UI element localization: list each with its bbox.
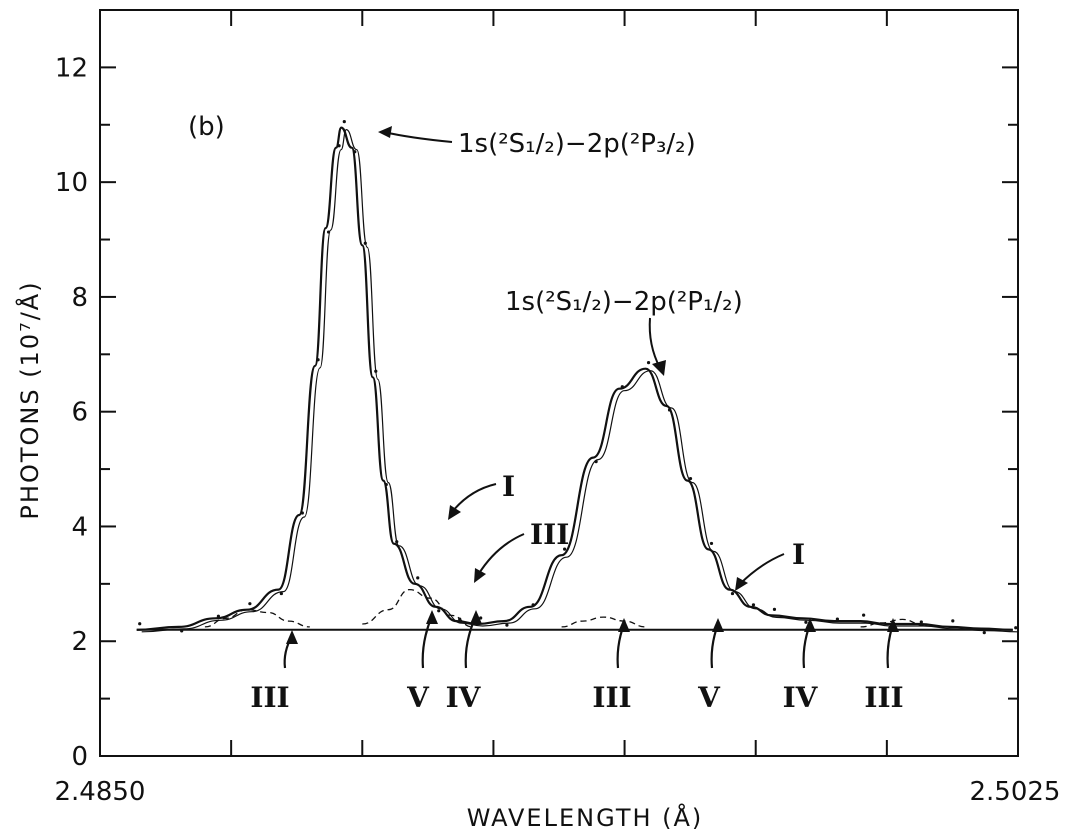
- data-dot: [216, 614, 221, 618]
- bottom-arrowhead-4: [618, 618, 630, 632]
- data-dot: [458, 617, 462, 621]
- bottom-label-1: III: [250, 681, 289, 714]
- data-dot: [620, 385, 624, 389]
- data-dot: [804, 620, 808, 624]
- annotation-peak-b: 1s(²S₁/₂)−2p(²P₁/₂): [505, 287, 743, 317]
- data-dot: [667, 408, 672, 412]
- annotation-sat-I-1: I: [502, 470, 515, 503]
- data-dot: [337, 144, 341, 148]
- arrowhead-sat-I-1: [448, 505, 461, 520]
- data-dot: [353, 150, 357, 154]
- bottom-arrowhead-7: [887, 618, 899, 632]
- bottom-labels: III V IV III V IV III: [250, 681, 903, 714]
- data-dot: [982, 631, 986, 635]
- x-tick-label-start: 2.4850: [55, 777, 146, 807]
- data-dot: [342, 120, 346, 124]
- data-dot: [138, 622, 142, 626]
- bottom-arrows: [283, 610, 899, 669]
- y-tick-label: 10: [55, 168, 88, 198]
- data-dot: [730, 591, 735, 596]
- arrow-sat-I-1: [451, 483, 497, 513]
- arrowhead-sat-I-2: [735, 577, 748, 591]
- fit-curve: [136, 126, 1013, 631]
- annotation-sat-III-1: III: [530, 518, 569, 551]
- y-tick-label: 8: [71, 283, 88, 313]
- annotation-sat-I-2: I: [792, 538, 805, 571]
- data-dot: [437, 609, 441, 613]
- data-dot: [709, 541, 714, 546]
- data-dot: [505, 623, 509, 627]
- arrow-sat-III-1: [477, 533, 525, 576]
- fit-curve-secondary: [141, 128, 1018, 633]
- data-dot: [363, 241, 367, 245]
- plot-frame: [99, 9, 1019, 757]
- data-dot: [180, 629, 184, 633]
- bottom-arrowhead-2: [426, 610, 438, 624]
- data-dots: [138, 120, 1018, 635]
- data-dot: [316, 358, 320, 362]
- bottom-label-3: IV: [446, 681, 482, 714]
- data-dot: [563, 547, 567, 551]
- panel-label: (b): [188, 112, 225, 142]
- y-axis-title: PHOTONS (10⁷/Å): [15, 280, 44, 519]
- data-dot: [862, 613, 866, 617]
- data-dot: [416, 576, 420, 580]
- arrow-sat-I-2: [739, 553, 785, 585]
- bottom-arrowhead-6: [804, 618, 816, 632]
- y-tick-label: 6: [71, 398, 88, 428]
- data-dot: [594, 460, 598, 464]
- data-dot: [374, 369, 378, 373]
- arrowhead-peak-b: [652, 360, 666, 376]
- data-dot: [531, 603, 535, 607]
- arrow-peak-a: [383, 131, 453, 143]
- data-dot: [951, 619, 955, 623]
- bottom-label-5: V: [697, 681, 721, 714]
- y-tick-label: 4: [71, 512, 88, 542]
- arrowhead-peak-a: [378, 126, 392, 138]
- satellite-curve-3: [561, 616, 646, 628]
- data-dot: [300, 511, 304, 515]
- x-tick-label-end: 2.5025: [970, 777, 1061, 807]
- bottom-arrowhead-5: [712, 618, 724, 632]
- y-tick-label: 0: [71, 742, 88, 772]
- y-tick-label: 12: [55, 53, 88, 83]
- satellite-curve-1: [204, 609, 310, 628]
- data-dot: [919, 620, 923, 624]
- data-dot: [751, 603, 756, 607]
- data-dot: [646, 361, 651, 365]
- x-axis-title: WAVELENGTH (Å): [467, 803, 704, 832]
- data-dot: [326, 230, 331, 234]
- data-dot: [479, 616, 483, 620]
- annotation-peak-a: 1s(²S₁/₂)−2p(²P₃/₂): [458, 129, 696, 159]
- data-dot: [384, 482, 388, 487]
- y-tick-label: 2: [71, 627, 88, 657]
- data-dot: [248, 602, 252, 606]
- data-dot: [279, 591, 283, 596]
- bottom-label-7: III: [864, 681, 903, 714]
- data-dot: [1014, 626, 1018, 630]
- arrowhead-sat-III-1: [474, 568, 486, 583]
- data-dot: [395, 540, 399, 544]
- data-series: [136, 126, 1018, 633]
- bottom-label-4: III: [592, 681, 631, 714]
- arrow-peak-b: [648, 317, 661, 369]
- data-dot: [772, 607, 777, 612]
- bottom-arrowhead-3: [470, 610, 482, 624]
- data-dot: [835, 617, 840, 621]
- y-axis: 0 2 4 6 8 10 12: [55, 9, 1018, 772]
- bottom-label-6: IV: [783, 681, 819, 714]
- bottom-label-2: V: [406, 681, 430, 714]
- data-dot: [688, 476, 693, 481]
- x-axis: [99, 10, 1019, 756]
- bottom-arrowhead-1: [286, 630, 298, 644]
- satellite-curve-2: [362, 588, 473, 628]
